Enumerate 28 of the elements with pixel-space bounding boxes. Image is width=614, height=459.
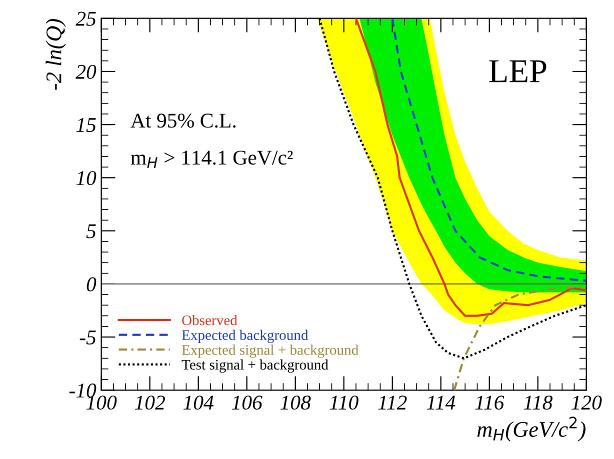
x-tick-label: 114: [426, 396, 456, 410]
x-tick-label: 102: [134, 396, 165, 410]
x-axis-title: m$_{H}$(GeV/c$^{2}$): [477, 416, 586, 442]
y-axis-title: -2 ln(Q): [46, 19, 66, 90]
x-tick-label: 106: [232, 396, 262, 410]
y-tick-label: 15: [76, 118, 96, 132]
x-tick-label: 104: [183, 396, 214, 410]
legend-label: Test signal + background: [182, 359, 328, 373]
y-tick-label: 20: [76, 64, 96, 79]
x-tick-label: 118: [524, 396, 552, 410]
y-tick-label: 0: [86, 277, 96, 292]
legend-label: Expected background: [182, 330, 308, 344]
y-tick-label: -10: [69, 384, 96, 398]
x-tick-label: 112: [378, 396, 407, 410]
legend-label: Observed: [182, 314, 238, 326]
y-tick-label: 25: [76, 12, 96, 26]
y-tick-label: 10: [76, 171, 96, 186]
x-tick-label: 100: [86, 396, 117, 410]
x-tick-label: 120: [571, 396, 602, 410]
annotation: m$_{H}$ > 114.1 GeV/c²: [130, 150, 293, 168]
x-tick-label: 108: [280, 396, 311, 410]
legend-label: Expected signal + background: [182, 344, 358, 358]
x-tick-label: 110: [330, 396, 358, 410]
annotation: At 95% C.L.: [130, 114, 236, 128]
y-tick-label: 5: [86, 224, 96, 238]
y-tick-label: -5: [80, 330, 96, 344]
x-tick-label: 116: [475, 396, 504, 410]
annotation: LEP: [489, 60, 546, 82]
